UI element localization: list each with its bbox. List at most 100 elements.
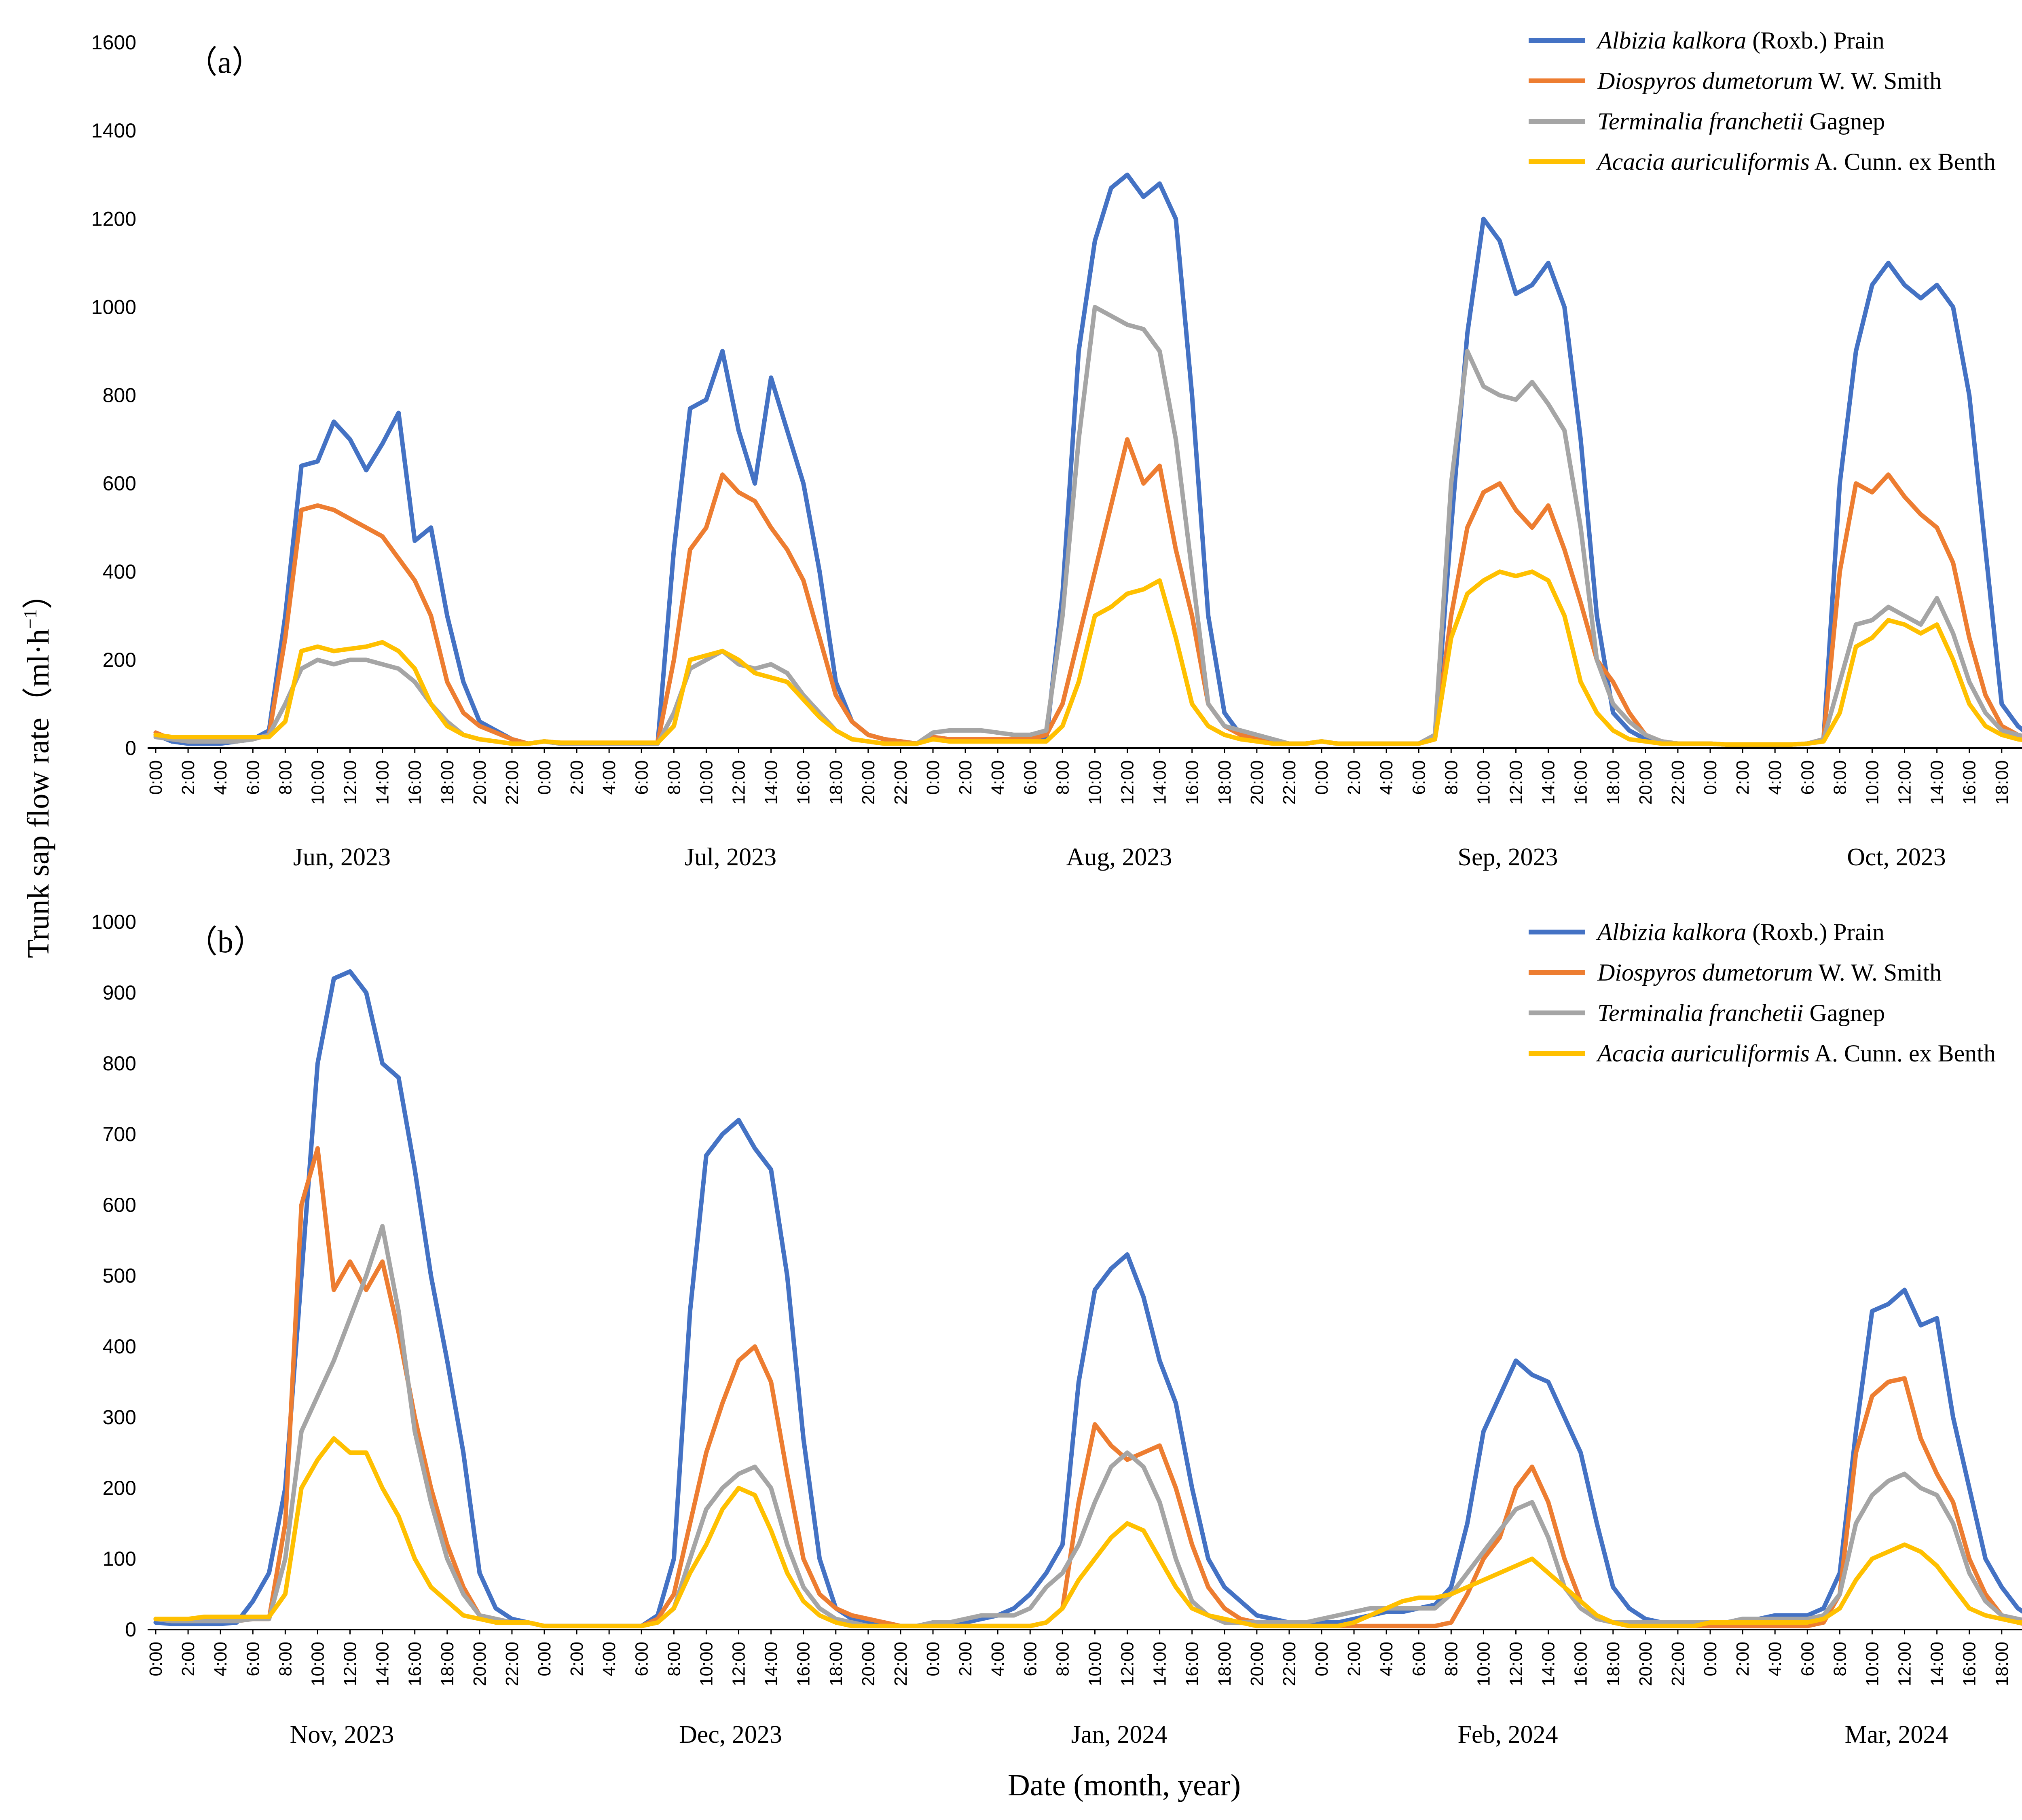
- x-tick-label: 2:00: [956, 760, 975, 795]
- month-label: Oct, 2023: [1847, 843, 1946, 871]
- x-tick-label: 8:00: [1830, 760, 1850, 795]
- x-tick-label: 18:00: [1992, 760, 2012, 805]
- x-tick-label: 0:00: [1701, 760, 1720, 795]
- y-tick-label: 0: [125, 1618, 136, 1641]
- x-tick-label: 14:00: [1539, 1642, 1559, 1686]
- x-tick-label: 4:00: [1377, 760, 1396, 795]
- x-tick-label: 6:00: [1409, 760, 1429, 795]
- y-tick-label: 600: [103, 472, 136, 495]
- x-tick-label: 4:00: [211, 1642, 231, 1676]
- y-tick-label: 700: [103, 1123, 136, 1146]
- legend-authority: A. Cunn. ex Benth: [1810, 148, 1996, 175]
- x-tick-label: 2:00: [1344, 1642, 1364, 1676]
- x-tick-label: 12:00: [1118, 760, 1138, 805]
- x-tick-label: 4:00: [988, 1642, 1008, 1676]
- month-label: Jan, 2024: [1071, 1721, 1168, 1748]
- x-tick-label: 8:00: [1053, 1642, 1072, 1676]
- x-tick-label: 2:00: [1344, 760, 1364, 795]
- x-tick-label: 12:00: [1506, 1642, 1526, 1686]
- legend-authority: W. W. Smith: [1813, 68, 1942, 94]
- x-tick-label: 20:00: [470, 760, 490, 805]
- x-tick-label: 2:00: [1733, 1642, 1753, 1676]
- x-tick-label: 16:00: [794, 1642, 814, 1686]
- x-tick-label: 12:00: [341, 760, 360, 805]
- y-tick-label: 600: [103, 1194, 136, 1216]
- legend-entry: Diospyros dumetorum W. W. Smith: [1597, 68, 1942, 94]
- series-line-2: [153, 437, 2022, 747]
- x-tick-label: 12:00: [729, 1642, 749, 1686]
- x-tick-label: 12:00: [1506, 760, 1526, 805]
- panel-b: 0 100 200 300 400 500 600 700 800 900 1000 0:00 2:00…: [91, 911, 2022, 1748]
- x-tick-label: 12:00: [729, 760, 749, 805]
- x-tick-label: 22:00: [502, 1642, 522, 1686]
- x-tick-label: 12:00: [1118, 1642, 1138, 1686]
- y-tick-label: 500: [103, 1264, 136, 1287]
- x-tick-label: 6:00: [1798, 1642, 1817, 1676]
- x-tick-label: 2:00: [956, 1642, 975, 1676]
- x-tick-label: 22:00: [1668, 1642, 1688, 1686]
- series-line-2: [153, 1146, 2022, 1628]
- x-tick-label: 20:00: [470, 1642, 490, 1686]
- legend-species: Albizia kalkora: [1596, 27, 1746, 54]
- month-label: Mar, 2024: [1845, 1721, 1948, 1748]
- y-tick-label: 400: [103, 1335, 136, 1358]
- x-tick-label: 20:00: [859, 760, 878, 805]
- y-tick-label: 100: [103, 1547, 136, 1570]
- x-tick-label: 12:00: [341, 1642, 360, 1686]
- x-tick-label: 8:00: [275, 760, 295, 795]
- month-label: Jul, 2023: [685, 843, 776, 871]
- legend-entry: Albizia kalkora (Roxb.) Prain: [1596, 27, 1885, 54]
- x-tick-label: 4:00: [1765, 1642, 1785, 1676]
- x-tick-label: 14:00: [1150, 1642, 1170, 1686]
- legend: Albizia kalkora (Roxb.) Prain Diospyros d…: [1529, 919, 1996, 1067]
- legend-authority: A. Cunn. ex Benth: [1810, 1040, 1996, 1067]
- x-tick-label: 14:00: [761, 760, 781, 805]
- x-tick-label: 10:00: [308, 1642, 328, 1686]
- x-tick-label: 18:00: [1215, 760, 1235, 805]
- month-label: Jun, 2023: [293, 843, 391, 871]
- x-tick-label: 6:00: [632, 760, 651, 795]
- y-axis-title-sup: −1: [20, 609, 40, 629]
- series-line-1: [153, 172, 2022, 747]
- legend-species: Acacia auriculiformis: [1596, 1040, 1810, 1067]
- legend-species: Acacia auriculiformis: [1596, 148, 1810, 175]
- series-line-1: [153, 969, 2022, 1628]
- x-tick-label: 6:00: [243, 760, 263, 795]
- y-axis-title: Trunk sap flow rate（ml·h−1）: [20, 578, 55, 958]
- month-label: Aug, 2023: [1066, 843, 1172, 871]
- x-axis-title: Date (month, year): [1008, 1768, 1241, 1802]
- x-tick-label: 18:00: [826, 760, 846, 805]
- series-line-3: [153, 304, 2022, 747]
- x-tick-label: 0:00: [923, 760, 943, 795]
- legend-species: Albizia kalkora: [1596, 919, 1746, 945]
- x-tick-label: 4:00: [599, 1642, 619, 1676]
- x-tick-label: 16:00: [1182, 760, 1202, 805]
- x-tick-label: 18:00: [1215, 1642, 1235, 1686]
- x-tick-label: 22:00: [502, 760, 522, 805]
- x-tick-label: 2:00: [567, 1642, 587, 1676]
- x-tick-label: 12:00: [1895, 760, 1915, 805]
- x-tick-label: 20:00: [1247, 1642, 1267, 1686]
- series-line-4: [153, 1436, 2022, 1628]
- y-tick-label: 800: [103, 384, 136, 407]
- x-tick-label: 14:00: [373, 760, 393, 805]
- x-tick-label: 6:00: [1020, 1642, 1040, 1676]
- x-tick-label: 0:00: [146, 760, 166, 795]
- y-tick-label: 1000: [91, 911, 136, 933]
- y-axis-title-main: Trunk sap flow rate（ml·h: [21, 629, 55, 958]
- legend-authority: W. W. Smith: [1813, 959, 1942, 986]
- x-tick-label: 12:00: [1895, 1642, 1915, 1686]
- x-tick-label: 4:00: [1765, 760, 1785, 795]
- y-tick-label: 1400: [91, 119, 136, 142]
- y-tick-label: 200: [103, 1477, 136, 1499]
- y-axis-title-close: ）: [21, 578, 55, 609]
- legend-species: Terminalia franchetii: [1597, 108, 1803, 135]
- x-tick-label: 6:00: [243, 1642, 263, 1676]
- x-tick-label: 8:00: [664, 760, 684, 795]
- legend-species: Terminalia franchetii: [1597, 1000, 1803, 1026]
- x-tick-label: 6:00: [1020, 760, 1040, 795]
- x-tick-label: 8:00: [275, 1642, 295, 1676]
- month-label: Dec, 2023: [679, 1721, 782, 1748]
- series-line-4: [153, 569, 2022, 747]
